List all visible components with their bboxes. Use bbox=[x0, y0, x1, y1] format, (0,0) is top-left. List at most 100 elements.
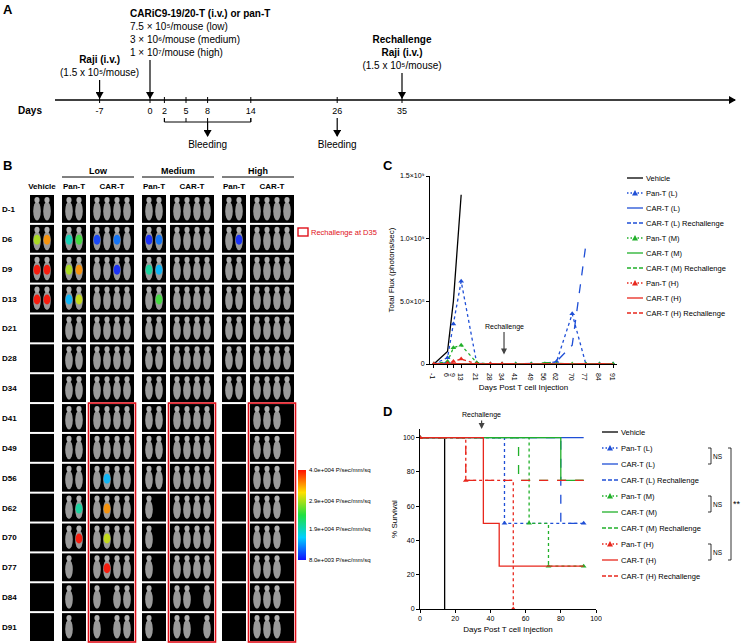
svg-text:CAR-T (M) Rechallenge: CAR-T (M) Rechallenge bbox=[646, 264, 726, 273]
svg-text:21: 21 bbox=[472, 373, 479, 381]
svg-text:D34: D34 bbox=[2, 384, 17, 393]
svg-text:56: 56 bbox=[540, 373, 547, 381]
svg-text:0: 0 bbox=[147, 106, 152, 116]
svg-text:Days Post T cell Injection: Days Post T cell Injection bbox=[463, 625, 553, 634]
svg-text:80: 80 bbox=[407, 468, 415, 475]
svg-text:1 × 10⁷/mouse (high): 1 × 10⁷/mouse (high) bbox=[130, 47, 223, 58]
svg-text:Pan-T (H): Pan-T (H) bbox=[621, 540, 654, 549]
svg-text:60: 60 bbox=[407, 503, 415, 510]
svg-text:NS: NS bbox=[713, 501, 723, 508]
svg-text:Total Flux (photons/sec): Total Flux (photons/sec) bbox=[387, 227, 396, 312]
svg-text:CAR-T (H) Rechallenge: CAR-T (H) Rechallenge bbox=[646, 309, 725, 318]
svg-text:20: 20 bbox=[407, 571, 415, 578]
svg-text:CARiC9-19/20-T (i.v.) or pan-T: CARiC9-19/20-T (i.v.) or pan-T bbox=[130, 8, 270, 19]
svg-text:41: 41 bbox=[511, 373, 518, 381]
svg-text:CAR-T (L): CAR-T (L) bbox=[621, 460, 656, 469]
svg-text:6: 6 bbox=[443, 373, 450, 377]
svg-text:62: 62 bbox=[552, 373, 559, 381]
svg-text:28: 28 bbox=[486, 373, 493, 381]
svg-text:Bleeding: Bleeding bbox=[188, 139, 227, 150]
svg-text:High: High bbox=[248, 166, 268, 176]
svg-text:0: 0 bbox=[411, 605, 415, 612]
svg-text:D9: D9 bbox=[2, 265, 13, 274]
svg-text:D84: D84 bbox=[2, 593, 17, 602]
svg-text:Rechallenge: Rechallenge bbox=[462, 411, 501, 419]
svg-text:(1.5 x 10⁵/mouse): (1.5 x 10⁵/mouse) bbox=[60, 67, 139, 78]
svg-text:CAR-T: CAR-T bbox=[260, 182, 285, 191]
svg-text:-7: -7 bbox=[96, 106, 104, 116]
svg-text:80: 80 bbox=[557, 615, 565, 622]
svg-text:D21: D21 bbox=[2, 324, 17, 333]
svg-text:-1: -1 bbox=[429, 373, 436, 379]
svg-text:14: 14 bbox=[246, 106, 256, 116]
svg-text:B: B bbox=[3, 158, 12, 173]
svg-text:CAR-T (M): CAR-T (M) bbox=[646, 249, 683, 258]
svg-text:Pan-T (M): Pan-T (M) bbox=[646, 234, 680, 243]
svg-text:13: 13 bbox=[457, 373, 464, 381]
svg-text:9: 9 bbox=[449, 373, 456, 377]
svg-text:Medium: Medium bbox=[161, 166, 195, 176]
svg-text:Raji (i.v.): Raji (i.v.) bbox=[382, 47, 423, 58]
svg-text:77: 77 bbox=[581, 373, 588, 381]
svg-text:Vehicle: Vehicle bbox=[28, 182, 56, 191]
svg-text:NS: NS bbox=[713, 453, 723, 460]
svg-text:1.5×10⁹: 1.5×10⁹ bbox=[400, 172, 425, 179]
svg-text:2: 2 bbox=[162, 106, 167, 116]
svg-text:D6: D6 bbox=[2, 235, 13, 244]
svg-text:Days Post T cell Injection: Days Post T cell Injection bbox=[479, 383, 569, 392]
svg-text:1.0×10⁹: 1.0×10⁹ bbox=[400, 235, 425, 242]
svg-text:2.9e+004 P/sec/mm/sq: 2.9e+004 P/sec/mm/sq bbox=[309, 498, 371, 504]
svg-text:0: 0 bbox=[418, 615, 422, 622]
svg-text:49: 49 bbox=[527, 373, 534, 381]
svg-text:70: 70 bbox=[568, 373, 575, 381]
svg-text:**: ** bbox=[733, 499, 741, 509]
svg-text:D91: D91 bbox=[2, 623, 17, 632]
svg-text:100: 100 bbox=[590, 615, 602, 622]
svg-text:40: 40 bbox=[407, 537, 415, 544]
svg-text:Pan-T (L): Pan-T (L) bbox=[646, 189, 678, 198]
svg-text:Rechallenge: Rechallenge bbox=[373, 34, 432, 45]
svg-text:CAR-T (M): CAR-T (M) bbox=[621, 508, 658, 517]
svg-text:Low: Low bbox=[89, 166, 108, 176]
svg-text:4.0e+004 P/sec/mm/sq: 4.0e+004 P/sec/mm/sq bbox=[309, 467, 371, 473]
svg-text:Vehicle: Vehicle bbox=[646, 174, 670, 183]
svg-text:34: 34 bbox=[498, 373, 505, 381]
svg-text:CAR-T (H) Rechallenge: CAR-T (H) Rechallenge bbox=[621, 572, 700, 581]
svg-text:D77: D77 bbox=[2, 563, 17, 572]
svg-text:Pan-T (H): Pan-T (H) bbox=[646, 279, 679, 288]
svg-text:60: 60 bbox=[522, 615, 530, 622]
svg-text:D41: D41 bbox=[2, 414, 17, 423]
svg-text:Rechallenge: Rechallenge bbox=[485, 323, 524, 331]
svg-text:35: 35 bbox=[397, 106, 407, 116]
svg-text:CAR-T (L) Rechallenge: CAR-T (L) Rechallenge bbox=[646, 219, 724, 228]
svg-text:20: 20 bbox=[451, 615, 459, 622]
svg-text:CAR-T (L) Rechallenge: CAR-T (L) Rechallenge bbox=[621, 476, 699, 485]
svg-text:100: 100 bbox=[403, 434, 415, 441]
svg-text:Bleeding: Bleeding bbox=[318, 139, 357, 150]
svg-text:CAR-T: CAR-T bbox=[100, 182, 125, 191]
svg-text:CAR-T (L): CAR-T (L) bbox=[646, 204, 681, 213]
svg-text:Pan-T: Pan-T bbox=[63, 182, 85, 191]
svg-text:D49: D49 bbox=[2, 444, 17, 453]
svg-text:D62: D62 bbox=[2, 504, 17, 513]
svg-text:26: 26 bbox=[332, 106, 342, 116]
svg-text:84: 84 bbox=[595, 373, 602, 381]
svg-text:3 × 10⁶/mouse (medium): 3 × 10⁶/mouse (medium) bbox=[130, 34, 240, 45]
svg-text:1.9e+004 P/sec/mm/sq: 1.9e+004 P/sec/mm/sq bbox=[309, 526, 371, 532]
svg-text:CAR-T: CAR-T bbox=[180, 182, 205, 191]
svg-text:(1.5 x 10⁵/mouse): (1.5 x 10⁵/mouse) bbox=[362, 60, 441, 71]
svg-text:Vehicle: Vehicle bbox=[621, 428, 645, 437]
svg-text:91: 91 bbox=[609, 373, 616, 381]
svg-text:40: 40 bbox=[487, 615, 495, 622]
svg-text:NS: NS bbox=[713, 549, 723, 556]
svg-text:5: 5 bbox=[183, 106, 188, 116]
svg-text:7.5 × 10⁵/mouse (low): 7.5 × 10⁵/mouse (low) bbox=[130, 21, 228, 32]
svg-text:Pan-T (M): Pan-T (M) bbox=[621, 492, 655, 501]
svg-text:8: 8 bbox=[205, 106, 210, 116]
svg-text:0: 0 bbox=[421, 360, 425, 367]
svg-text:Raji (i.v.): Raji (i.v.) bbox=[79, 54, 120, 65]
svg-text:CAR-T (H): CAR-T (H) bbox=[621, 556, 657, 565]
svg-text:D-1: D-1 bbox=[2, 205, 15, 214]
svg-text:Rechallenge at D35: Rechallenge at D35 bbox=[311, 228, 377, 237]
svg-text:Pan-T: Pan-T bbox=[223, 182, 245, 191]
